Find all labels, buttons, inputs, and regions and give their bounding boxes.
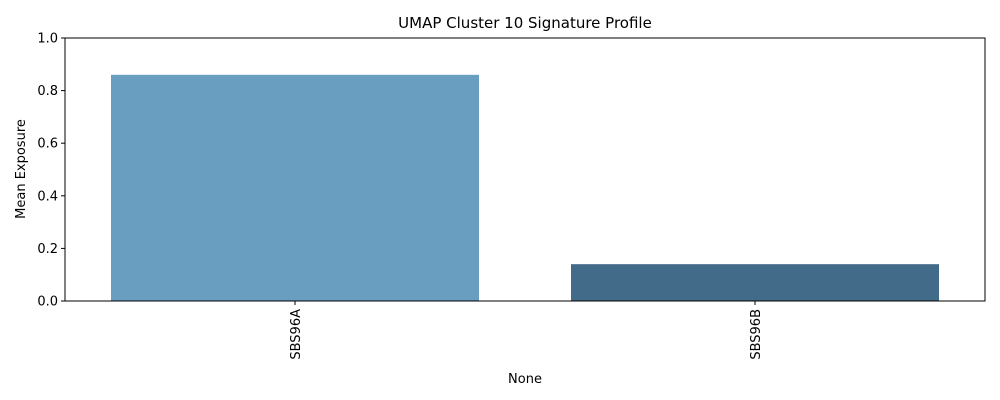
x-tick-label: SBS96B — [749, 309, 764, 360]
plot-frame — [64, 37, 986, 302]
bar — [111, 74, 479, 301]
y-tick-label: 1.0 — [37, 32, 58, 47]
bar — [571, 264, 939, 301]
plot-area: SBS96A SBS96B 0.0 0.2 0.4 0.6 0.8 1.0 — [37, 32, 986, 360]
y-tick-label: 0.6 — [37, 137, 58, 152]
y-tick-label: 0.8 — [37, 84, 58, 99]
y-tick-label: 0.0 — [37, 295, 58, 310]
x-axis-label: None — [508, 372, 542, 387]
y-tick-label: 0.2 — [37, 242, 58, 257]
chart-title: UMAP Cluster 10 Signature Profile — [398, 14, 652, 32]
y-axis-label: Mean Exposure — [14, 119, 29, 219]
x-tick-label: SBS96A — [289, 309, 304, 360]
y-tick-label: 0.4 — [37, 189, 58, 204]
